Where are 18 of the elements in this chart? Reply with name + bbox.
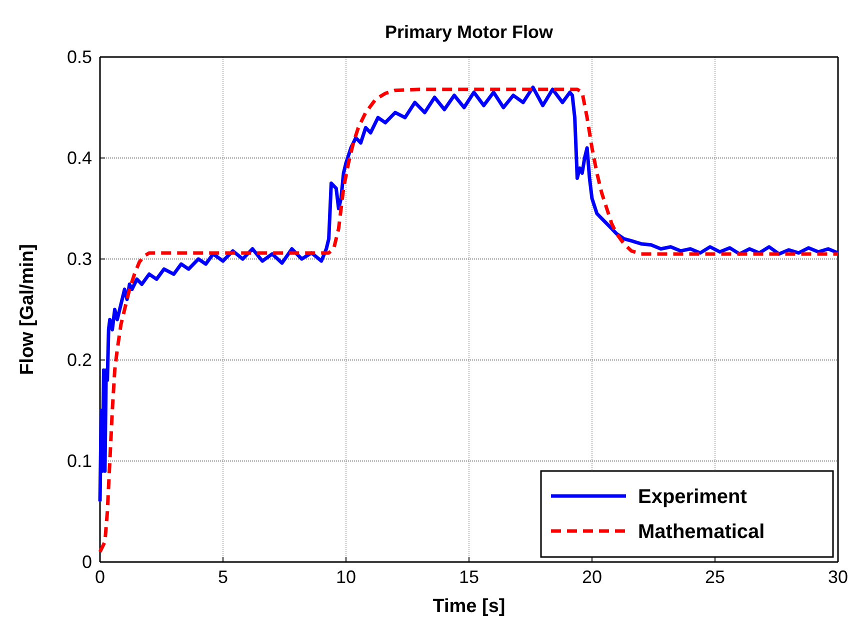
chart-title: Primary Motor Flow xyxy=(384,22,554,42)
legend-label: Mathematical xyxy=(638,521,765,543)
x-tick-label: 0 xyxy=(94,566,106,587)
y-axis-title: Flow [Gal/min] xyxy=(17,244,38,375)
y-tick-label: 0.5 xyxy=(66,46,92,67)
y-tick-label: 0.3 xyxy=(66,248,92,269)
y-tick-label: 0 xyxy=(82,552,92,572)
y-tick-label: 0.1 xyxy=(66,450,92,471)
y-tick-label: 0.4 xyxy=(66,148,92,168)
legend-label: Experiment xyxy=(638,486,748,508)
x-axis-title: Time [s] xyxy=(432,596,506,617)
x-tick-label: 20 xyxy=(582,566,602,587)
y-tick-label: 0.2 xyxy=(66,350,92,370)
x-tick-label: 25 xyxy=(704,566,726,587)
x-tick-label: 5 xyxy=(218,566,228,587)
x-tick-label: 10 xyxy=(336,566,356,587)
x-tick-label: 30 xyxy=(828,566,848,587)
x-tick-label: 15 xyxy=(458,566,480,587)
